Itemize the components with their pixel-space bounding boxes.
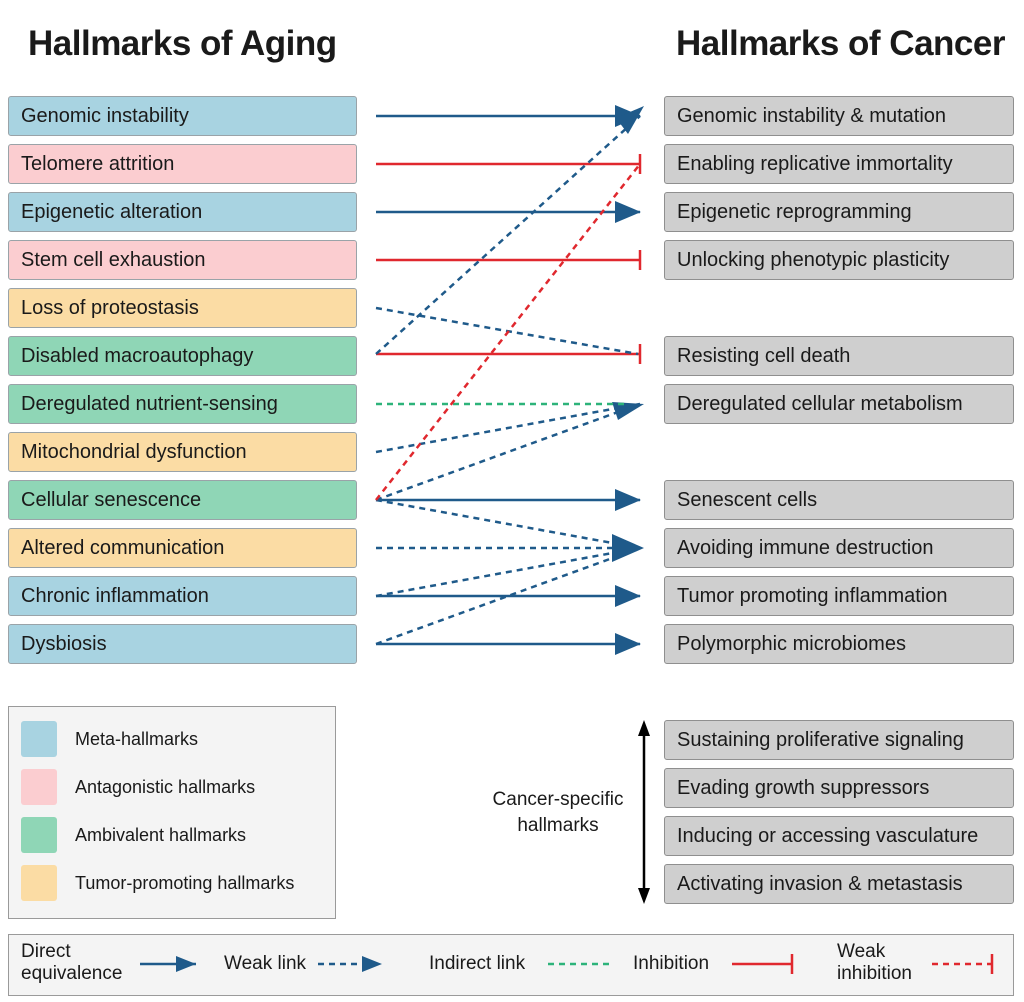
cancer-specific-label-line2: hallmarks [517,815,599,836]
cancer-sustaining-proliferative-signaling: Sustaining proliferative signaling [664,720,1014,760]
legend-tumor-promoting: Tumor-promoting hallmarks [21,865,294,901]
weak-senescence-immune [375,498,641,550]
cancer-specific-label: Cancer-specific hallmarks [470,787,646,839]
legend-inhibition-label: Inhibition [633,953,710,974]
legend-ambivalent: Ambivalent hallmarks [21,817,246,853]
aging-altered-communication: Altered communication [8,528,357,568]
cancer-evading-growth-suppressors: Evading growth suppressors [664,768,1014,808]
legend-meta-label: Meta-hallmarks [75,728,199,749]
cancer-avoiding-immune-destruction: Avoiding immune destruction [664,528,1014,568]
weak-mito-metabolism [375,402,641,454]
aging-loss-of-proteostasis: Loss of proteostasis [8,288,357,328]
cancer-specific-label-line1: Cancer-specific [492,789,624,810]
weak-autophagy-genomic [375,115,641,355]
legend-weak-inhibition-label: Weak inhibition [837,941,912,985]
cancer-senescent-cells: Senescent cells [664,480,1014,520]
cancer-epigenetic-reprogramming: Epigenetic reprogramming [664,192,1014,232]
category-legend: Meta-hallmarks Antagonistic hallmarks Am… [8,706,336,919]
cancer-genomic-instability-mutation: Genomic instability & mutation [664,96,1014,136]
aging-dysbiosis: Dysbiosis [8,624,357,664]
cancer-resisting-cell-death: Resisting cell death [664,336,1014,376]
cancer-phenotypic-plasticity: Unlocking phenotypic plasticity [664,240,1014,280]
aging-cellular-senescence: Cellular senescence [8,480,357,520]
aging-stem-cell-exhaustion: Stem cell exhaustion [8,240,357,280]
aging-chronic-inflammation: Chronic inflammation [8,576,357,616]
legend-meta-swatch [21,721,57,757]
weak-arrowhead-immune [612,534,644,562]
cancer-tumor-promoting-inflammation: Tumor promoting inflammation [664,576,1014,616]
weak-proteostasis-celldeath [375,306,639,356]
aging-telomere-attrition: Telomere attrition [8,144,357,184]
legend-antagonistic-label: Antagonistic hallmarks [75,776,256,797]
legend-weak-label: Weak link [224,953,307,974]
legend-antagonistic: Antagonistic hallmarks [21,769,255,805]
aging-deregulated-nutrient-sensing: Deregulated nutrient-sensing [8,384,357,424]
legend-meta: Meta-hallmarks [21,721,198,757]
legend-indirect-label: Indirect link [429,953,526,974]
legend-weak-inhibition-line1: Weak [837,941,886,962]
legend-direct-line2: equivalence [21,963,123,984]
aging-disabled-macroautophagy: Disabled macroautophagy [8,336,357,376]
cancer-deregulated-metabolism: Deregulated cellular metabolism [664,384,1014,424]
legend-antagonistic-swatch [21,769,57,805]
cancer-specific-arrow-down [638,888,650,904]
legend-direct-label: Direct equivalence [21,941,122,985]
weak-inflammation-immune [375,546,641,598]
legend-ambivalent-swatch [21,817,57,853]
legend-tumor-promoting-swatch [21,865,57,901]
cancer-polymorphic-microbiomes: Polymorphic microbiomes [664,624,1014,664]
cancer-inducing-vasculature: Inducing or accessing vasculature [664,816,1014,856]
weak-senescence-metabolism [375,402,641,502]
weak-arrowhead-genomic [616,106,644,134]
cancer-activating-invasion-metastasis: Activating invasion & metastasis [664,864,1014,904]
legend-direct-line1: Direct [21,941,71,962]
legend-direct-sample-head [176,956,196,972]
weak-arrowhead-metabolism [612,402,644,420]
cancer-specific-arrow-up [638,720,650,736]
weak-dysbiosis-immune [375,546,641,646]
aging-title: Hallmarks of Aging [28,24,337,63]
legend-ambivalent-label: Ambivalent hallmarks [75,824,247,845]
legend-tumor-promoting-label: Tumor-promoting hallmarks [75,872,295,893]
cancer-title: Hallmarks of Cancer [676,24,1005,63]
aging-epigenetic-alteration: Epigenetic alteration [8,192,357,232]
link-legend: Direct equivalence Weak link Indirect li… [8,934,1014,996]
legend-weak-sample-head [362,956,382,972]
cancer-replicative-immortality: Enabling replicative immortality [664,144,1014,184]
legend-weak-inhibition-line2: inhibition [837,963,912,984]
aging-genomic-instability: Genomic instability [8,96,357,136]
aging-mitochondrial-dysfunction: Mitochondrial dysfunction [8,432,357,472]
weak-inhibition-senescence-immortality [375,163,641,501]
